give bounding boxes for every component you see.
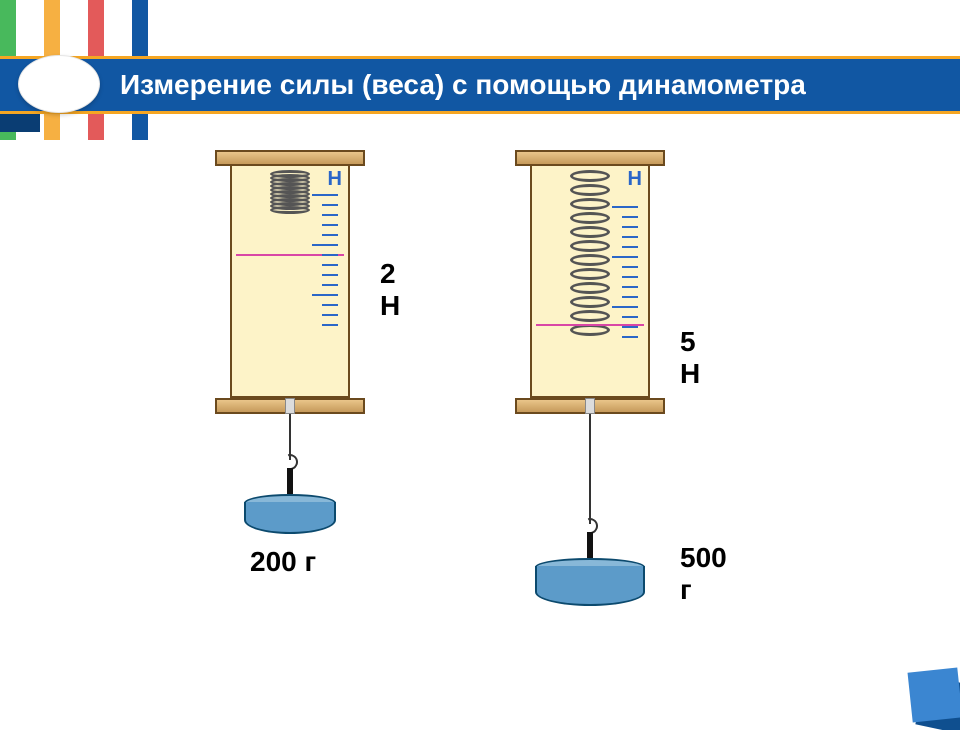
- header-bullet: [18, 55, 100, 113]
- header-title: Измерение силы (веса) с помощью динамоме…: [120, 69, 806, 101]
- weight: [535, 532, 645, 606]
- header-tail: [0, 114, 40, 132]
- reading-label: 2 Н: [380, 258, 400, 322]
- dynamometer-right: Н5 Н500 г: [520, 150, 660, 414]
- dynamometer-left: Н2 Н200 г: [220, 150, 360, 414]
- unit-label: Н: [628, 168, 642, 191]
- spring: [570, 170, 610, 338]
- unit-label: Н: [328, 168, 342, 191]
- diagram-area: Н2 Н200 гН5 Н500 г: [180, 150, 820, 670]
- spring: [270, 170, 310, 210]
- corner-block: [880, 640, 960, 730]
- weight: [244, 468, 336, 534]
- header-bar: Измерение силы (веса) с помощью динамоме…: [0, 56, 960, 114]
- mass-label: 500 г: [680, 542, 727, 606]
- reading-label: 5 Н: [680, 326, 700, 390]
- mass-label: 200 г: [250, 546, 316, 578]
